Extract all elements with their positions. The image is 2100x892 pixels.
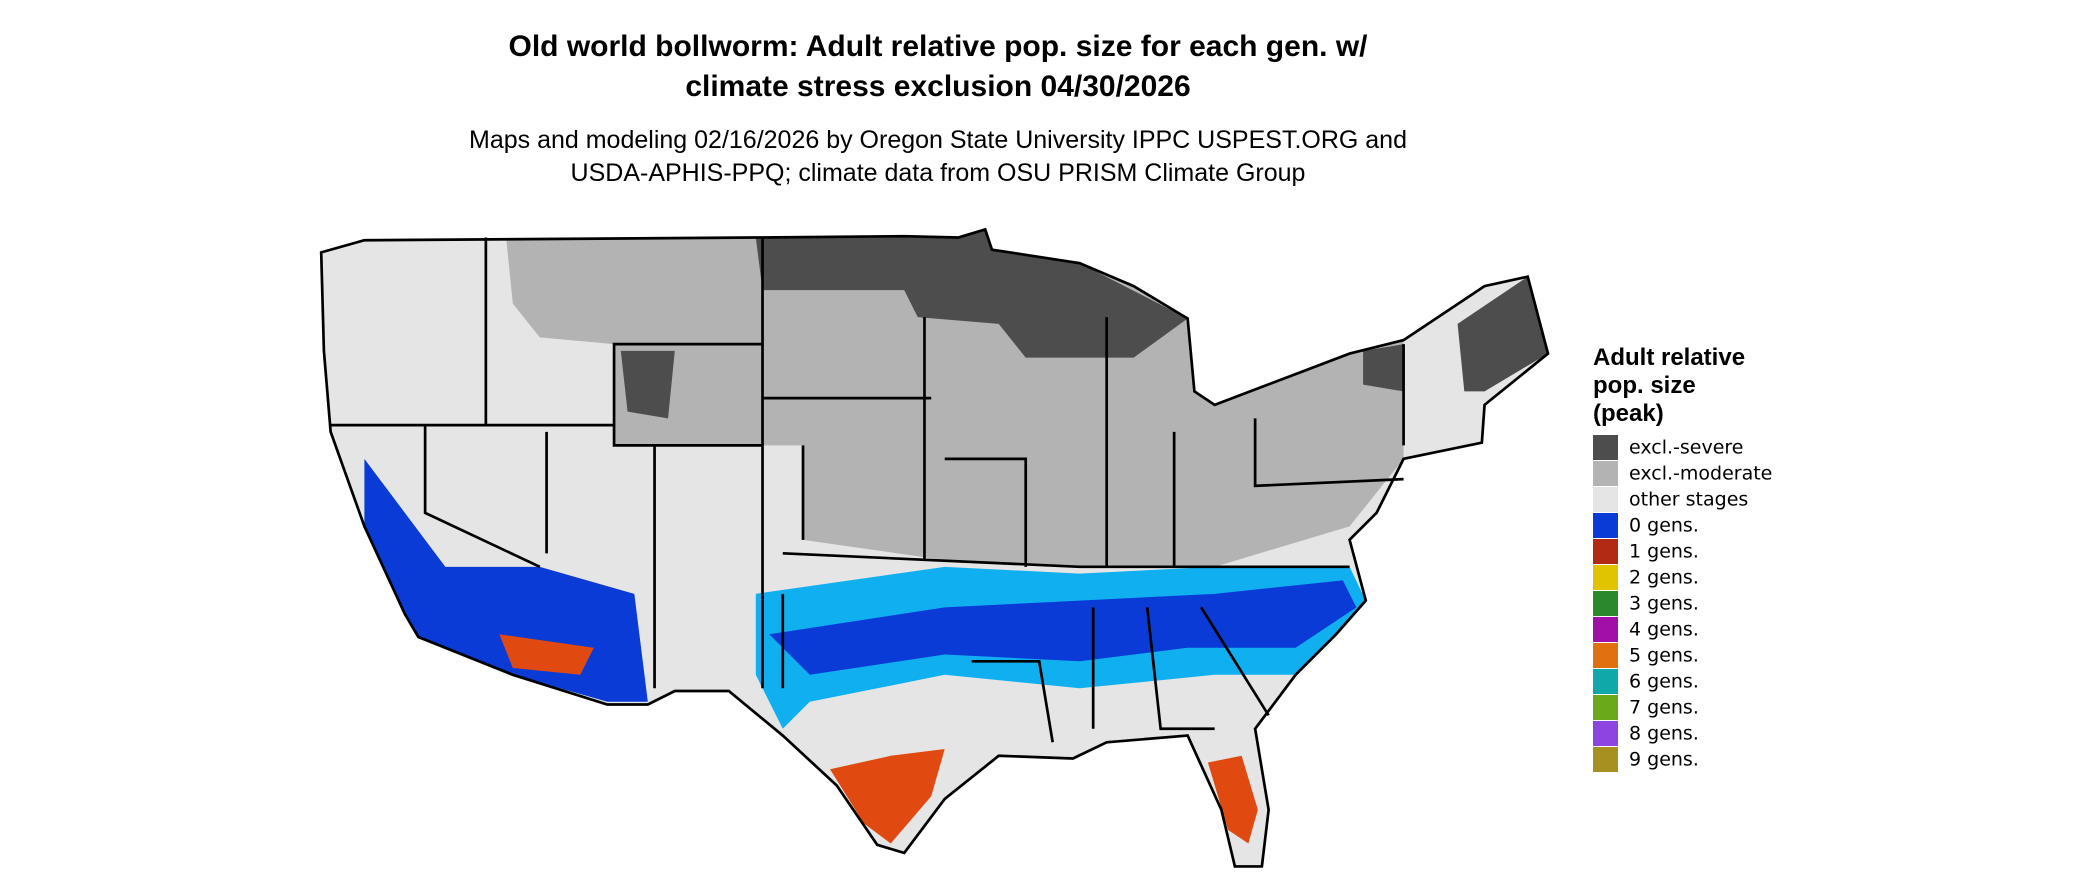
legend-label: 4 gens.: [1629, 619, 1699, 641]
legend-label: 7 gens.: [1629, 697, 1699, 719]
legend-label: 9 gens.: [1629, 749, 1699, 771]
legend-title: Adult relative: [1593, 344, 1745, 371]
legend-swatch: [1593, 461, 1618, 486]
legend-label: 2 gens.: [1629, 567, 1699, 589]
legend-swatch: [1593, 539, 1618, 564]
map: [319, 227, 1550, 868]
legend-swatch: [1593, 513, 1618, 538]
legend-label: 6 gens.: [1629, 671, 1699, 693]
legend-title: pop. size: [1593, 372, 1696, 399]
legend-label: excl.-moderate: [1629, 463, 1772, 485]
legend-label: 5 gens.: [1629, 645, 1699, 667]
legend-swatch: [1593, 669, 1618, 694]
legend-swatch: [1593, 617, 1618, 642]
legend-swatch: [1593, 747, 1618, 772]
legend-label: other stages: [1629, 489, 1748, 511]
legend-swatch: [1593, 695, 1618, 720]
legend-label: 0 gens.: [1629, 515, 1699, 537]
legend-swatch: [1593, 591, 1618, 616]
legend: Adult relative pop. size (peak) excl.-se…: [1593, 344, 1772, 772]
legend-title: (peak): [1593, 400, 1664, 427]
legend-swatch: [1593, 721, 1618, 746]
legend-label: excl.-severe: [1629, 437, 1744, 459]
title-line: climate stress exclusion 04/30/2026: [685, 70, 1190, 103]
title-line: Old world bollworm: Adult relative pop. …: [509, 30, 1369, 63]
legend-swatch: [1593, 565, 1618, 590]
legend-swatch: [1593, 435, 1618, 460]
subtitle-line: Maps and modeling 02/16/2026 by Oregon S…: [469, 126, 1407, 154]
legend-swatch: [1593, 643, 1618, 668]
legend-swatch: [1593, 487, 1618, 512]
legend-label: 1 gens.: [1629, 541, 1699, 563]
subtitle-line: USDA-APHIS-PPQ; climate data from OSU PR…: [571, 159, 1306, 187]
legend-label: 8 gens.: [1629, 723, 1699, 745]
legend-label: 3 gens.: [1629, 593, 1699, 615]
